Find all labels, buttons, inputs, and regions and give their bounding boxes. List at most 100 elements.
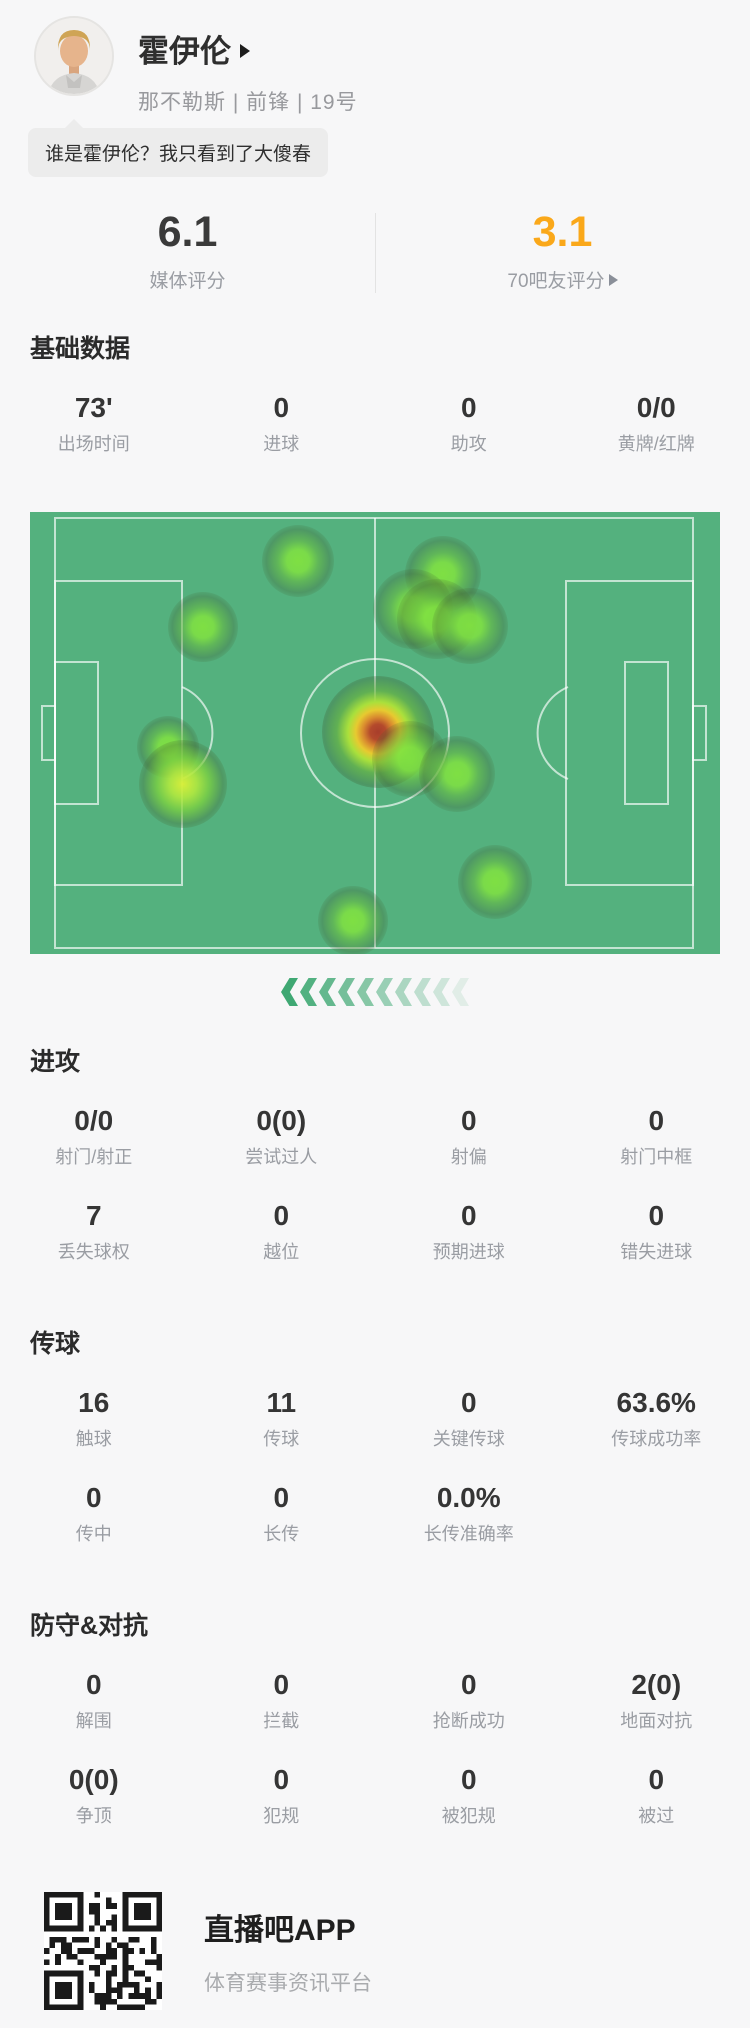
stat-label: 犯规 bbox=[263, 1806, 300, 1826]
section-title-defense: 防守&对抗 bbox=[30, 1612, 149, 1640]
stat-label: 地面对抗 bbox=[620, 1711, 693, 1731]
player-name: 霍伊伦 bbox=[138, 34, 231, 69]
section-title-passing: 传球 bbox=[30, 1330, 81, 1358]
app-name: 直播吧APP bbox=[204, 1914, 356, 1947]
stat-label: 越位 bbox=[263, 1242, 300, 1262]
stat-value: 0 bbox=[648, 1200, 665, 1231]
fans-rating[interactable]: 3.1 70吧友评分 bbox=[375, 209, 750, 293]
chevron-left-icon bbox=[281, 978, 298, 1006]
stat-value: 0 bbox=[648, 1764, 665, 1795]
stat-value: 0/0 bbox=[636, 392, 676, 423]
stat-value: 0 bbox=[460, 1387, 477, 1418]
media-rating: 6.1 媒体评分 bbox=[0, 209, 375, 293]
stat-label: 射偏 bbox=[450, 1147, 487, 1167]
stat-value: 0 bbox=[460, 1669, 477, 1700]
media-rating-label-text: 媒体评分 bbox=[149, 271, 226, 292]
player-name-row[interactable]: 霍伊伦 bbox=[138, 26, 358, 71]
stat-cell: 16 触球 bbox=[0, 1386, 188, 1451]
stat-cell: 73' 出场时间 bbox=[0, 391, 188, 456]
chevron-left-icon bbox=[433, 978, 450, 1006]
stat-value: 0 bbox=[460, 1105, 477, 1136]
stat-value bbox=[563, 1481, 750, 1515]
defense-stats-grid: 0 解围 0 拦截 0 抢断成功 2(0) 地面对抗 0(0) 争顶 0 犯规 0 被犯规 0 被过 bbox=[0, 1668, 750, 1828]
player-meta: 那不勒斯 | 前锋 | 19号 bbox=[138, 91, 358, 114]
stat-value: 0.0% bbox=[436, 1482, 501, 1513]
stat-cell bbox=[563, 1481, 750, 1546]
stat-value: 7 bbox=[85, 1200, 102, 1231]
attack-direction-arrows bbox=[0, 978, 750, 1006]
stat-cell: 11 传球 bbox=[188, 1386, 376, 1451]
stat-value: 11 bbox=[266, 1387, 297, 1418]
heat-spot bbox=[321, 676, 434, 789]
heat-spot bbox=[137, 716, 199, 779]
stat-cell: 0 越位 bbox=[188, 1199, 376, 1264]
stat-value: 0 bbox=[648, 1105, 665, 1136]
chevron-left-icon bbox=[319, 978, 336, 1006]
stat-cell: 0 犯规 bbox=[188, 1763, 376, 1828]
attack-stats-grid: 0/0 射门/射正 0(0) 尝试过人 0 射偏 0 射门中框 7 丢失球权 0 越位 0 预期进球 0 错失… bbox=[0, 1104, 750, 1264]
stat-cell: 0 拦截 bbox=[188, 1668, 376, 1733]
heatmap-pitch bbox=[30, 512, 720, 954]
heat-spot bbox=[261, 525, 334, 598]
stat-label: 错失进球 bbox=[620, 1242, 693, 1262]
stat-cell: 0 解围 bbox=[0, 1668, 188, 1733]
quote-wrap: 谁是霍伊伦？我只看到了大傻春 bbox=[28, 119, 750, 177]
stat-row: 0/0 射门/射正 0(0) 尝试过人 0 射偏 0 射门中框 bbox=[0, 1104, 750, 1169]
stat-label: 被犯规 bbox=[441, 1806, 496, 1826]
stat-cell: 0(0) 争顶 bbox=[0, 1763, 188, 1828]
heat-spot bbox=[419, 736, 496, 813]
chevron-left-icon bbox=[414, 978, 431, 1006]
stat-label: 长传 bbox=[263, 1524, 300, 1544]
heat-spot bbox=[405, 535, 482, 612]
stat-value: 0 bbox=[273, 1669, 290, 1700]
player-header: 霍伊伦 那不勒斯 | 前锋 | 19号 bbox=[0, 0, 750, 116]
stat-cell: 0 射偏 bbox=[375, 1104, 563, 1169]
stat-label: 射门/射正 bbox=[55, 1147, 133, 1167]
stat-cell: 63.6% 传球成功率 bbox=[563, 1386, 750, 1451]
stat-value: 0(0) bbox=[68, 1764, 119, 1795]
stat-cell: 0 错失进球 bbox=[563, 1199, 750, 1264]
stat-label: 传球 bbox=[263, 1429, 300, 1449]
fans-rating-label: 70吧友评分 bbox=[375, 266, 750, 293]
caret-right-icon bbox=[240, 44, 250, 58]
bubble-arrow bbox=[64, 119, 84, 129]
stat-row: 0(0) 争顶 0 犯规 0 被犯规 0 被过 bbox=[0, 1763, 750, 1828]
heat-spot bbox=[372, 721, 449, 798]
stat-cell: 0 预期进球 bbox=[375, 1199, 563, 1264]
stat-label: 助攻 bbox=[450, 434, 487, 454]
app-desc: 体育赛事资讯平台 bbox=[204, 1972, 372, 1995]
stat-cell: 0 传中 bbox=[0, 1481, 188, 1546]
stat-label: 黄牌/红牌 bbox=[617, 434, 695, 454]
stat-cell: 2(0) 地面对抗 bbox=[563, 1668, 750, 1733]
stat-label: 传中 bbox=[75, 1524, 112, 1544]
fans-rating-value: 3.1 bbox=[532, 208, 593, 256]
stat-label: 被过 bbox=[638, 1806, 675, 1826]
stat-value: 0/0 bbox=[74, 1105, 114, 1136]
stat-label: 抢断成功 bbox=[432, 1711, 505, 1731]
chevron-left-icon bbox=[452, 978, 469, 1006]
ratings: 6.1 媒体评分 3.1 70吧友评分 bbox=[0, 209, 750, 293]
footer-text: 直播吧APP 体育赛事资讯平台 bbox=[204, 1905, 372, 1997]
stat-label: 尝试过人 bbox=[245, 1147, 318, 1167]
stat-value: 0 bbox=[273, 1482, 290, 1513]
arrow-right-icon bbox=[608, 274, 618, 286]
stat-value: 73' bbox=[74, 392, 113, 423]
stat-cell: 7 丢失球权 bbox=[0, 1199, 188, 1264]
heat-spot bbox=[432, 588, 509, 665]
stat-label: 争顶 bbox=[75, 1806, 112, 1826]
stat-value: 2(0) bbox=[631, 1669, 682, 1700]
stat-row: 0 传中 0 长传 0.0% 长传准确率 bbox=[0, 1481, 750, 1546]
stat-cell: 0 关键传球 bbox=[375, 1386, 563, 1451]
ratings-divider bbox=[375, 213, 376, 293]
stat-label: 进球 bbox=[263, 434, 300, 454]
stat-label: 长传准确率 bbox=[423, 1524, 514, 1544]
qr-code bbox=[44, 1892, 162, 2010]
stat-value: 0 bbox=[460, 1200, 477, 1231]
stat-row: 16 触球 11 传球 0 关键传球 63.6% 传球成功率 bbox=[0, 1386, 750, 1451]
stat-label: 射门中框 bbox=[620, 1147, 693, 1167]
stat-cell: 0 抢断成功 bbox=[375, 1668, 563, 1733]
chevron-left-icon bbox=[395, 978, 412, 1006]
heat-spot bbox=[372, 568, 453, 649]
section-title-attack: 进攻 bbox=[30, 1048, 81, 1076]
